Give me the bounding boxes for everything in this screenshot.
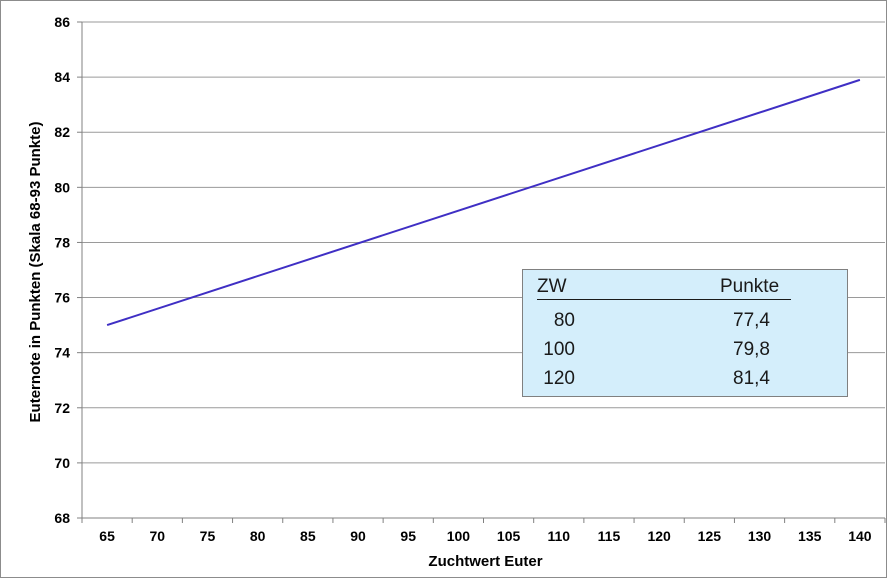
table-row: 120 81,4 bbox=[523, 366, 847, 394]
y-tick-label: 78 bbox=[54, 234, 70, 250]
x-tick-label: 75 bbox=[200, 528, 216, 544]
table-header-zw: ZW bbox=[537, 276, 567, 297]
x-tick-label: 70 bbox=[149, 528, 165, 544]
series-layer bbox=[106, 78, 861, 327]
table-cell-punkte: 79,8 bbox=[733, 339, 770, 360]
axes bbox=[77, 21, 886, 523]
x-tick-label: 65 bbox=[99, 528, 115, 544]
x-axis-title: Zuchtwert Euter bbox=[428, 553, 542, 570]
table-cell-punkte: 77,4 bbox=[733, 310, 770, 331]
y-tick-label: 68 bbox=[54, 510, 70, 526]
table-cell-zw: 100 bbox=[543, 339, 575, 360]
x-tick-label: 130 bbox=[748, 528, 772, 544]
x-tick-label: 95 bbox=[400, 528, 416, 544]
table-header-row: ZW Punkte bbox=[523, 274, 847, 302]
x-tick-label: 125 bbox=[698, 528, 722, 544]
x-tick-label: 120 bbox=[647, 528, 671, 544]
y-tick-label: 82 bbox=[54, 124, 70, 140]
y-tick-label: 84 bbox=[54, 69, 70, 85]
x-tick-label: 80 bbox=[250, 528, 266, 544]
y-tick-label: 86 bbox=[54, 14, 70, 30]
table-cell-punkte: 81,4 bbox=[733, 368, 770, 389]
y-tick-label: 74 bbox=[54, 345, 70, 361]
x-tick-label: 100 bbox=[447, 528, 471, 544]
x-tick-label: 135 bbox=[798, 528, 822, 544]
x-tick-label: 105 bbox=[497, 528, 521, 544]
inset-value-table: ZW Punkte 80 77,4 100 79,8 120 81,4 bbox=[522, 269, 848, 397]
y-tick-label: 70 bbox=[54, 455, 70, 471]
y-tick-label: 76 bbox=[54, 290, 70, 306]
x-tick-label: 90 bbox=[350, 528, 366, 544]
gridlines bbox=[82, 21, 885, 464]
x-tick-label: 110 bbox=[547, 528, 570, 544]
x-tick-label: 115 bbox=[598, 528, 621, 544]
y-tick-label: 80 bbox=[54, 179, 70, 195]
y-axis-title: Euternote in Punkten (Skala 68-93 Punkte… bbox=[27, 122, 44, 423]
y-tick-label: 72 bbox=[54, 400, 70, 416]
x-tick-label: 85 bbox=[300, 528, 316, 544]
x-tick-label: 140 bbox=[848, 528, 872, 544]
table-header-underline bbox=[537, 299, 791, 300]
tick-labels: 68 70 72 74 76 78 80 82 84 86 65 70 75 80 85 90 95 100 105… bbox=[54, 14, 871, 544]
table-cell-zw: 120 bbox=[543, 368, 575, 389]
table-cell-zw: 80 bbox=[553, 310, 575, 331]
table-header-punkte: Punkte bbox=[720, 276, 780, 297]
series-line bbox=[106, 78, 861, 327]
table-row: 100 79,8 bbox=[523, 337, 847, 365]
table-row: 80 77,4 bbox=[523, 308, 847, 336]
